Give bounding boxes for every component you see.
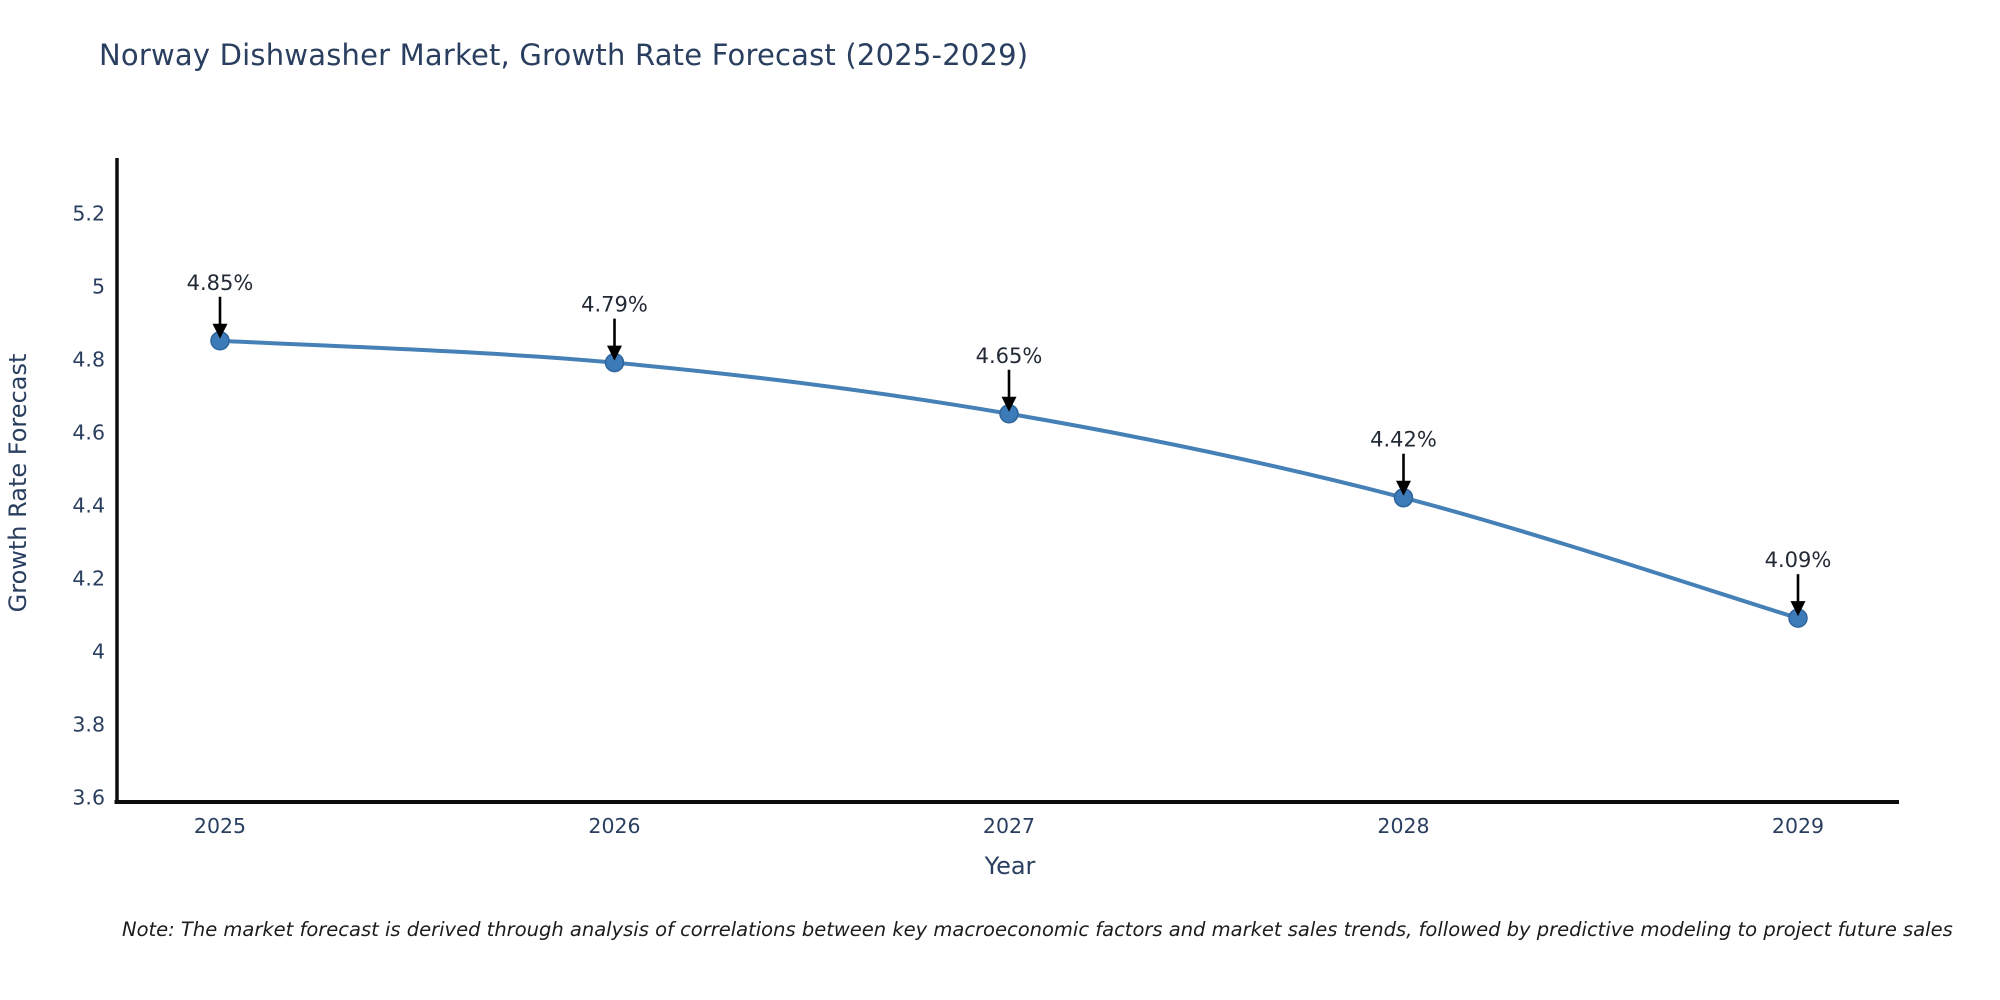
x-tick-label: 2025 xyxy=(194,814,246,838)
point-annotation: 4.85% xyxy=(187,271,254,339)
point-annotation: 4.65% xyxy=(976,344,1043,412)
trend-line-series xyxy=(210,331,1808,628)
point-value-label: 4.65% xyxy=(976,344,1043,368)
x-tick-label: 2026 xyxy=(588,814,640,838)
annotation-arrowhead xyxy=(212,323,228,339)
point-value-label: 4.79% xyxy=(581,293,648,317)
point-annotation: 4.42% xyxy=(1370,428,1437,496)
x-tick-label: 2029 xyxy=(1772,814,1824,838)
y-tick-label: 5.2 xyxy=(72,202,105,226)
y-tick-label: 4.8 xyxy=(72,348,105,372)
point-value-label: 4.42% xyxy=(1370,428,1437,452)
chart-title: Norway Dishwasher Market, Growth Rate Fo… xyxy=(99,38,1029,72)
annotation-arrowhead xyxy=(1790,601,1806,617)
point-annotation: 4.09% xyxy=(1765,548,1832,617)
axes-layer: 3.6 3.8 4 4.2 4.4 4.6 4.8 5 5.2 2025 2026 2027 2028 2… xyxy=(72,158,1899,838)
x-tick-label: 2027 xyxy=(983,814,1035,838)
footnote-text: Note: The market forecast is derived thr… xyxy=(122,918,1953,941)
annotation-layer: 4.85% 4.79% 4.65% 4.42% 4.09% xyxy=(187,271,1832,617)
annotation-arrowhead xyxy=(1001,396,1017,412)
annotation-arrowhead xyxy=(607,345,622,361)
x-axis-title: Year xyxy=(984,852,1036,880)
y-tick-label: 3.8 xyxy=(72,713,105,737)
point-value-label: 4.09% xyxy=(1765,548,1832,572)
y-tick-label: 4 xyxy=(92,640,105,664)
point-value-label: 4.85% xyxy=(187,271,254,295)
point-annotation: 4.79% xyxy=(581,293,648,361)
annotation-arrowhead xyxy=(1396,480,1411,496)
y-tick-label: 4.6 xyxy=(72,421,105,445)
y-tick-label: 5 xyxy=(92,275,105,299)
y-tick-label: 4.4 xyxy=(72,494,105,518)
y-tick-label: 3.6 xyxy=(72,786,105,810)
y-tick-label: 4.2 xyxy=(72,567,105,591)
x-tick-label: 2028 xyxy=(1377,814,1429,838)
